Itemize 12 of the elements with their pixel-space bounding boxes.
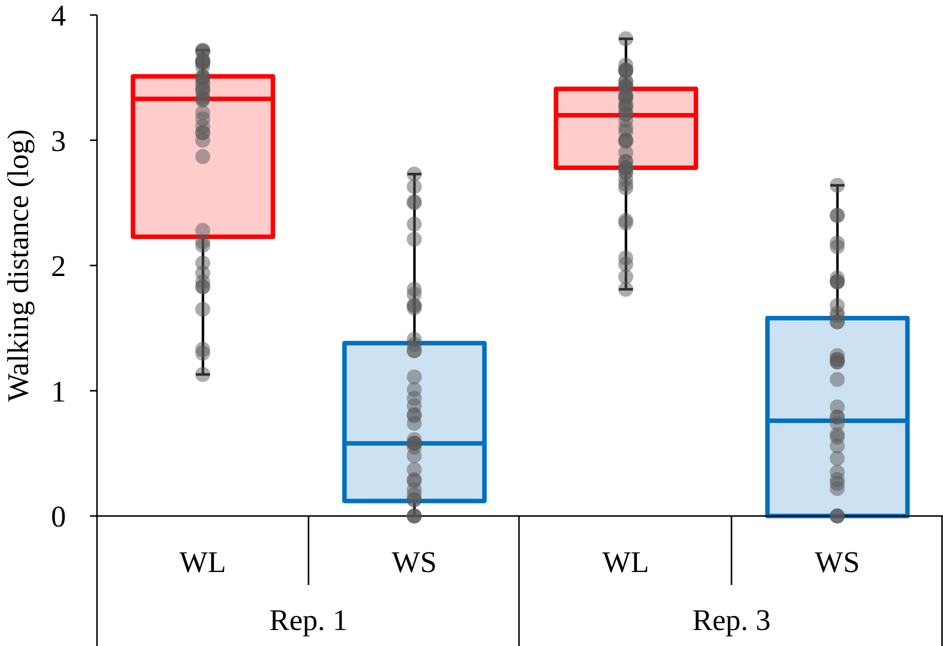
y-tick-label: 2 bbox=[51, 250, 66, 284]
x-tick-label: WS bbox=[392, 546, 437, 579]
y-tick-label: 1 bbox=[51, 375, 66, 408]
y-tick-label: 4 bbox=[51, 0, 66, 33]
y-tick-label: 3 bbox=[51, 124, 66, 158]
y-axis-title: Walking distance (log) bbox=[2, 129, 35, 402]
x-axis-title: Rep. 1 bbox=[269, 604, 348, 637]
x-tick-label: WL bbox=[179, 546, 226, 579]
x-tick-label: WS bbox=[814, 546, 860, 579]
x-axis-title: Rep. 3 bbox=[692, 604, 771, 637]
y-tick-label: 0 bbox=[51, 500, 66, 534]
x-tick-label: WL bbox=[602, 546, 650, 579]
